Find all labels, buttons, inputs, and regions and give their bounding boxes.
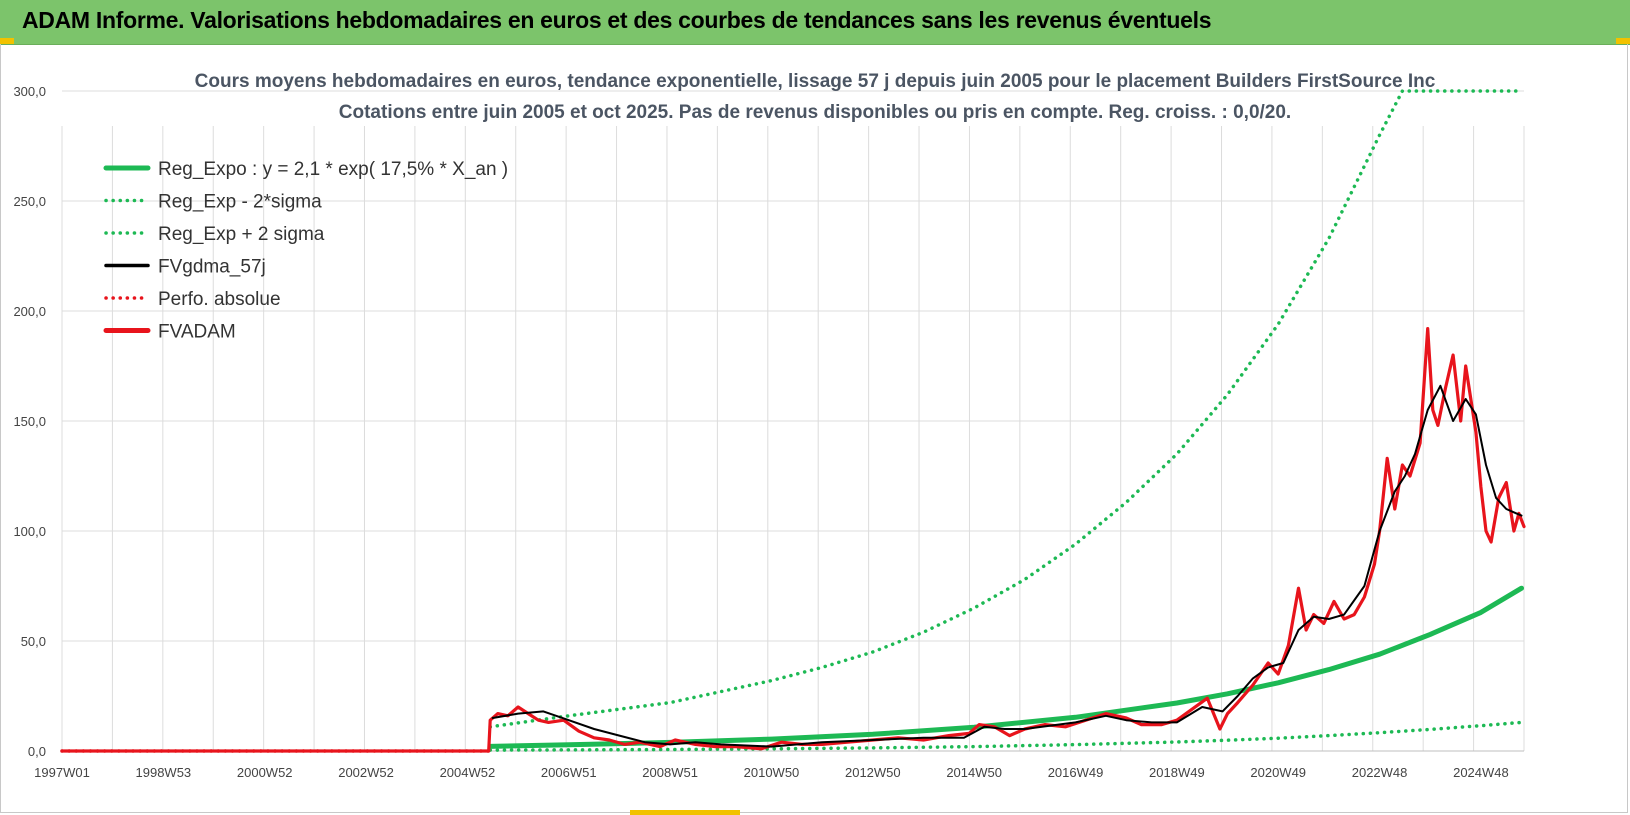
x-tick-label: 2016W49 <box>1048 765 1104 780</box>
series-line-2 <box>488 89 1524 729</box>
y-tick-label: 50,0 <box>21 634 46 649</box>
x-tick-label: 2022W48 <box>1352 765 1408 780</box>
x-tick-label: 2014W50 <box>946 765 1002 780</box>
axis-ticks: 0,0 50,0 100,0 150,0 200,0 250,0 300,0 1997W01 1… <box>13 84 1524 780</box>
x-tick-label: 2012W50 <box>845 765 901 780</box>
corner-marker-left <box>0 38 14 44</box>
legend-label: FVADAM <box>158 322 236 343</box>
legend-label: Reg_Expo : y = 2,1 * exp( 17,5% * X_an ) <box>158 159 508 180</box>
legend-label: FVgdma_57j <box>158 257 266 278</box>
legend-label: Reg_Exp + 2 sigma <box>158 224 325 245</box>
legend-label: Perfo. absolue <box>158 289 281 310</box>
chart-title: Cours moyens hebdomadaires en euros, ten… <box>195 71 1436 92</box>
x-tick-label: 2010W50 <box>744 765 800 780</box>
report-banner: ADAM Informe. Valorisations hebdomadaire… <box>0 0 1630 45</box>
chart-subtitle: Cotations entre juin 2005 et oct 2025. P… <box>339 102 1291 123</box>
x-tick-label: 2002W52 <box>338 765 394 780</box>
report-title: ADAM Informe. Valorisations hebdomadaire… <box>22 7 1212 33</box>
y-tick-label: 300,0 <box>13 84 46 99</box>
y-tick-label: 150,0 <box>13 414 46 429</box>
grid-lines <box>61 90 1525 752</box>
x-tick-label: 2006W51 <box>541 765 597 780</box>
series-line-1 <box>488 720 1524 752</box>
series-line-5 <box>60 327 1526 753</box>
series-line-3 <box>491 384 1523 748</box>
x-tick-label: 1998W53 <box>136 765 192 780</box>
y-tick-label: 0,0 <box>28 744 46 759</box>
x-tick-label: 2008W51 <box>642 765 698 780</box>
x-tick-label: 1997W01 <box>34 765 90 780</box>
y-tick-label: 100,0 <box>13 524 46 539</box>
legend-label: Reg_Exp - 2*sigma <box>158 192 322 213</box>
y-tick-label: 250,0 <box>13 194 46 209</box>
x-tick-label: 2020W49 <box>1250 765 1306 780</box>
series-lines <box>60 89 1526 753</box>
x-tick-label: 2004W52 <box>440 765 496 780</box>
x-tick-label: 2000W52 <box>237 765 293 780</box>
series-line-0 <box>487 585 1524 749</box>
x-tick-label: 2024W48 <box>1453 765 1509 780</box>
bottom-strip <box>630 810 740 815</box>
corner-marker-right <box>1616 38 1630 44</box>
chart-legend: Reg_Expo : y = 2,1 * exp( 17,5% * X_an )… <box>103 159 508 343</box>
y-tick-label: 200,0 <box>13 304 46 319</box>
x-tick-label: 2018W49 <box>1149 765 1205 780</box>
chart-frame <box>0 44 1628 813</box>
